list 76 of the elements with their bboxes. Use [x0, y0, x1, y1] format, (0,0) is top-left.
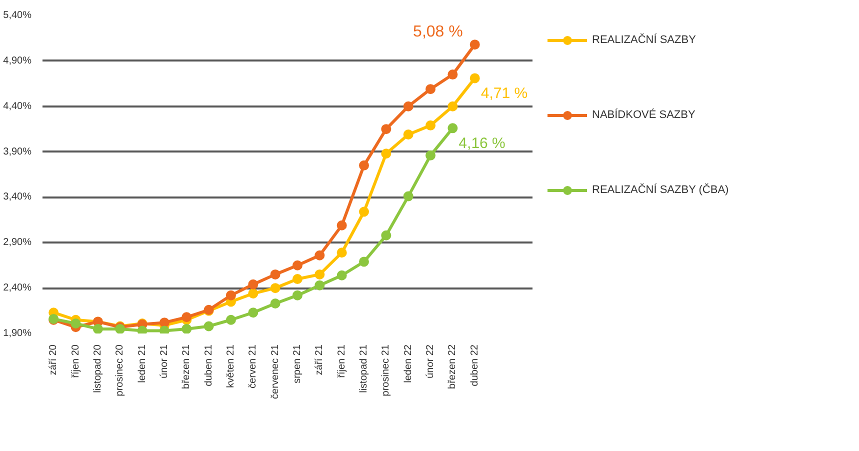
point — [426, 150, 436, 160]
x-tick-label: září 21 — [314, 344, 326, 376]
x-tick-label: červenec 21 — [270, 344, 281, 399]
x-tick-label: říjen 20 — [70, 344, 82, 378]
point — [426, 120, 436, 130]
legend-label: NABÍDKOVÉ SAZBY — [592, 109, 696, 121]
point — [182, 312, 192, 322]
y-tick-label: 3,90% — [3, 146, 32, 158]
x-tick-label: červen 21 — [248, 344, 259, 388]
point — [314, 269, 325, 280]
point — [92, 324, 103, 334]
annotation: 5,08 % — [413, 24, 463, 41]
point — [358, 256, 369, 267]
x-tick-label: duben 22 — [469, 344, 480, 386]
x-tick-label: duben 21 — [203, 344, 214, 386]
annotation: 4,71 % — [480, 85, 528, 102]
point — [270, 283, 280, 294]
x-tick-label: září 20 — [48, 344, 60, 376]
x-tick-label: prosinec 20 — [114, 344, 126, 396]
point — [448, 101, 458, 112]
x-tick-label: únor 22 — [425, 344, 436, 378]
y-tick-label: 2,90% — [3, 237, 32, 248]
point — [292, 290, 302, 300]
point — [159, 318, 170, 328]
x-tick-label: prosinec 21 — [380, 344, 392, 396]
point — [403, 101, 414, 112]
point — [381, 230, 392, 240]
point — [470, 40, 480, 50]
point — [248, 308, 258, 318]
point — [336, 248, 347, 258]
point — [470, 73, 480, 84]
point — [159, 326, 170, 334]
point — [248, 279, 258, 290]
x-tick-label: květen 21 — [225, 344, 236, 388]
point — [358, 206, 369, 217]
y-tick-label: 5,40% — [3, 10, 32, 21]
point — [270, 298, 280, 309]
annotation: 4,16 % — [458, 135, 506, 152]
point — [292, 274, 302, 284]
point — [314, 280, 325, 290]
point — [226, 314, 236, 325]
point — [226, 290, 236, 300]
y-tick-label: 2,40% — [3, 282, 32, 294]
x-tick-label: srpen 21 — [292, 344, 303, 384]
point — [270, 269, 280, 280]
point — [403, 130, 414, 140]
x-tick-label: leden 21 — [136, 344, 148, 383]
point — [204, 321, 214, 332]
point — [292, 260, 302, 270]
point — [426, 84, 436, 94]
point — [314, 250, 325, 260]
x-tick-label: leden 22 — [402, 344, 414, 383]
y-tick-label: 4,90% — [3, 55, 32, 66]
x-tick-label: listopad 20 — [92, 344, 104, 393]
x-tick-label: únor 21 — [158, 344, 170, 378]
point — [336, 220, 347, 230]
point — [248, 288, 258, 299]
point — [70, 318, 81, 328]
legend-label: REALIZAČNÍ SAZBY — [592, 34, 696, 46]
point — [336, 270, 347, 280]
point — [381, 148, 392, 159]
y-tick-label: 3,40% — [3, 192, 32, 203]
legend-label: REALIZAČNÍ SAZBY (ČBA) — [592, 184, 729, 196]
point — [403, 191, 414, 202]
point — [381, 124, 392, 134]
point — [182, 324, 192, 334]
x-tick-label: březen 21 — [181, 344, 192, 389]
point — [448, 70, 458, 80]
point — [358, 160, 369, 170]
x-tick-label: březen 22 — [447, 344, 458, 389]
y-tick-label: 4,40% — [3, 100, 32, 112]
y-tick-label: 1,90% — [3, 328, 32, 339]
point — [137, 326, 148, 334]
x-tick-label: listopad 21 — [358, 344, 370, 393]
point — [448, 123, 458, 134]
x-tick-label: říjen 21 — [336, 344, 348, 378]
